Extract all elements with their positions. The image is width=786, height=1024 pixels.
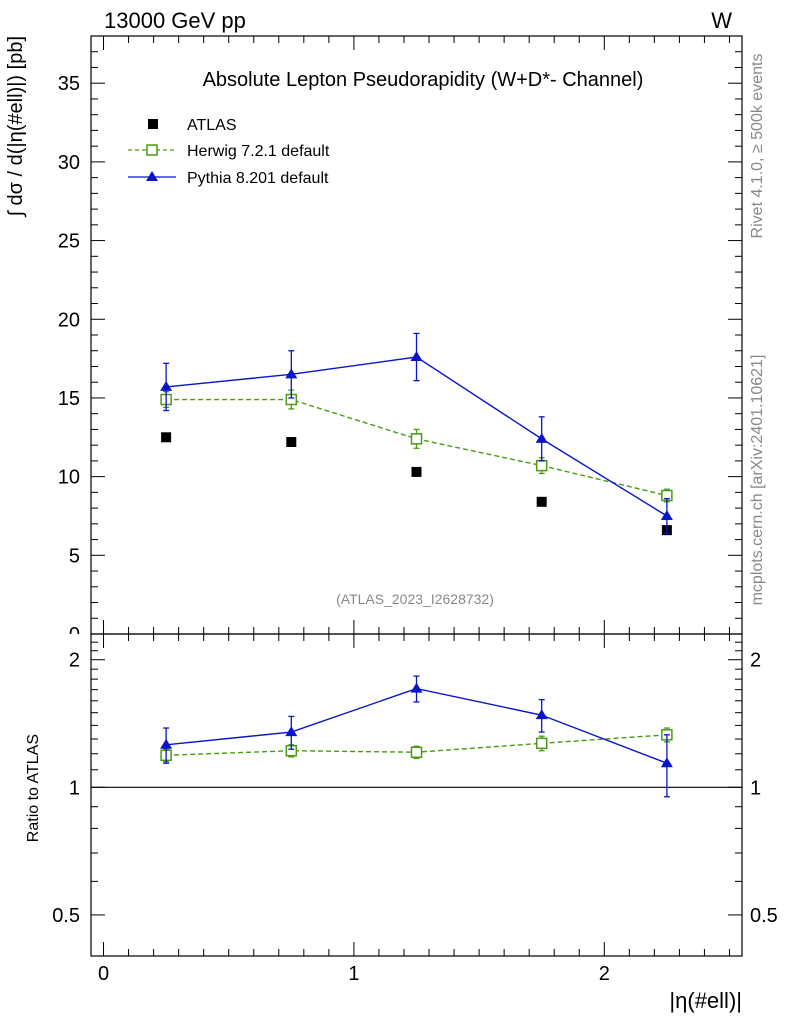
ratio-y-tick-labels-left: 0.5 1 2: [52, 650, 80, 927]
legend-pythia-label: Pythia 8.201 default: [187, 170, 329, 187]
main-y-axis-title: ∫ dσ / d(|η(#ell)|) [pb]: [5, 36, 27, 218]
main-panel-marks: [160, 332, 673, 536]
ratio-y-tick-labels-right: 0.5 1 2: [750, 650, 778, 927]
pythia-main-point: [410, 351, 423, 362]
pythia-main-point: [535, 432, 548, 443]
pythia-main-point: [160, 380, 173, 391]
x-tick-label: 1: [348, 963, 359, 985]
pythia-main-point: [285, 368, 298, 379]
main-y-tick-label: 25: [58, 231, 80, 253]
main-y-tick-label: 15: [58, 388, 80, 410]
x-tick-label: 0: [98, 963, 109, 985]
legend-herwig-label: Herwig 7.2.1 default: [187, 143, 330, 160]
analysis-id-label: (ATLAS_2023_I2628732): [336, 591, 494, 607]
legend-herwig-marker: [146, 144, 158, 156]
ratio-y-tick-label-right: 2: [750, 650, 761, 672]
pythia-main-point: [660, 509, 673, 520]
ratio-y-tick-label-left: 0.5: [52, 905, 80, 927]
process-label: W: [711, 8, 732, 33]
ratio-y-axis-title: Ratio to ATLAS: [25, 734, 42, 842]
legend: ATLAS Herwig 7.2.1 default Pythia 8.201 …: [128, 117, 330, 187]
main-y-tick-label: 20: [58, 309, 80, 331]
atlas-data-point: [161, 432, 172, 443]
pythia-ratio-point: [285, 726, 298, 737]
rivet-version-label: Rivet 4.1.0, ≥ 500k events: [749, 54, 766, 239]
x-axis-title: |η(#ell)|: [669, 988, 742, 1013]
legend-atlas-label: ATLAS: [187, 117, 237, 134]
main-y-tick-labels: 5 10 15 20 25 30 35 0: [58, 73, 80, 646]
ratio-y-tick-label-left: 1: [69, 777, 80, 799]
x-tick-label: 2: [599, 963, 610, 985]
main-y-tick-label: 5: [69, 545, 80, 567]
pythia-ratio-point: [160, 738, 173, 749]
ratio-y-tick-label-right: 1: [750, 777, 761, 799]
energy-label: 13000 GeV pp: [104, 8, 246, 33]
atlas-data-point: [286, 437, 297, 448]
pythia-ratio-point: [410, 682, 423, 693]
herwig-main-point: [410, 433, 423, 445]
pythia-ratio-point: [660, 757, 673, 768]
ratio-y-tick-label-right: 0.5: [750, 905, 778, 927]
mcplots-label: mcplots.cern.ch [arXiv:2401.10621]: [749, 355, 766, 606]
atlas-data-point: [536, 496, 547, 507]
herwig-ratio-point: [535, 737, 548, 750]
ratio-panel-marks: [160, 675, 673, 798]
legend-atlas-marker: [148, 119, 158, 129]
main-y-tick-label: 30: [58, 152, 80, 174]
atlas-data-point: [411, 466, 422, 477]
chart-title: Absolute Lepton Pseudorapidity (W+D*- Ch…: [203, 69, 644, 91]
herwig-main-point: [535, 459, 548, 472]
pythia-ratio-point: [535, 709, 548, 720]
main-y-tick-label: 10: [58, 467, 80, 489]
x-tick-labels: 0 1 2: [98, 963, 610, 985]
herwig-ratio-point: [410, 746, 423, 758]
ratio-panel-frame: [90, 633, 743, 957]
main-y-tick-label: 35: [58, 73, 80, 95]
ratio-y-tick-label-left: 2: [69, 650, 80, 672]
legend-pythia-marker: [146, 171, 158, 181]
main-y-zero-label: 0: [69, 624, 80, 646]
